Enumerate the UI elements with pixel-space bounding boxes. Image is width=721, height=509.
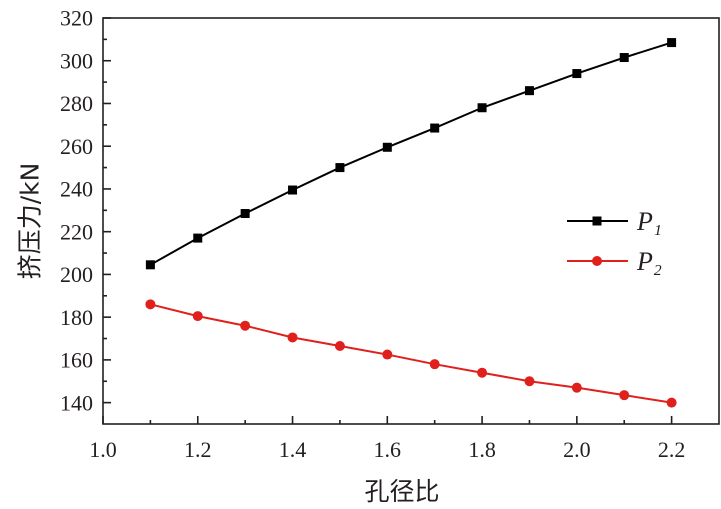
plot-frame (102, 17, 720, 425)
legend: P₁ P₂ (567, 207, 662, 276)
x-tick-label: 2.2 (658, 437, 686, 462)
y-tick-label: 300 (60, 48, 93, 73)
series-2-point (571, 382, 582, 393)
series-2-line (150, 303, 672, 404)
series-1-point (382, 142, 392, 152)
y-tick-label: 140 (60, 390, 93, 415)
y-tick-label: 320 (60, 6, 93, 31)
x-tick-label: 2.0 (563, 437, 591, 462)
series-1-point (288, 185, 298, 195)
data-series (145, 38, 677, 408)
series-1-point (430, 123, 440, 133)
y-tick-label: 260 (60, 134, 93, 159)
series-1-point (619, 53, 629, 63)
y-tick-label: 160 (60, 348, 93, 373)
legend-label-p1: P₁ (636, 207, 662, 236)
x-tick-label: 1.6 (374, 437, 402, 462)
series-1-line (149, 41, 672, 266)
x-axis-title: 孔径比 (364, 477, 439, 506)
series-2-point (192, 311, 203, 322)
series-2-point (240, 320, 251, 331)
series-1-point (524, 86, 534, 96)
x-tick-label: 1.4 (279, 437, 307, 462)
series-2-point (145, 299, 156, 310)
series-2-point (334, 341, 345, 352)
legend-swatch-p1 (567, 216, 628, 226)
series-1-point (240, 209, 250, 219)
series-1-point (335, 163, 345, 173)
axis-ticks (102, 17, 673, 424)
x-tick-label: 1.2 (184, 437, 212, 462)
series-1-point (145, 260, 155, 270)
legend-marker (592, 256, 602, 266)
x-tick-label: 1.0 (89, 437, 117, 462)
x-tick-label: 1.8 (468, 437, 496, 462)
series-2-point (287, 332, 298, 343)
legend-marker (592, 216, 602, 226)
series-2-point (619, 390, 630, 401)
y-tick-label: 280 (60, 91, 93, 116)
series-2-point (382, 349, 393, 360)
y-tick-label: 180 (60, 305, 93, 330)
y-tick-label: 220 (60, 219, 93, 244)
legend-entry-p1: P₁ (567, 207, 662, 236)
series-2-point (666, 397, 677, 408)
series-2-point (524, 376, 535, 387)
series-1-point (193, 233, 203, 243)
y-tick-label: 240 (60, 177, 93, 202)
series-1-point (477, 103, 487, 113)
legend-swatch-p2 (567, 256, 628, 266)
series-1-point (572, 69, 582, 79)
series-1-point (667, 38, 677, 48)
legend-entry-p2: P₂ (567, 247, 662, 276)
y-tick-label: 200 (60, 262, 93, 287)
series-2-point (429, 359, 440, 370)
axis-tick-labels: 1.0 1.2 1.4 1.6 1.8 2.0 2.2 140 160 180 200 220 240 2… (60, 6, 685, 462)
legend-label-p2: P₂ (636, 247, 662, 276)
y-axis-title: 挤压力/kN (16, 163, 45, 280)
series-2-point (477, 367, 488, 378)
